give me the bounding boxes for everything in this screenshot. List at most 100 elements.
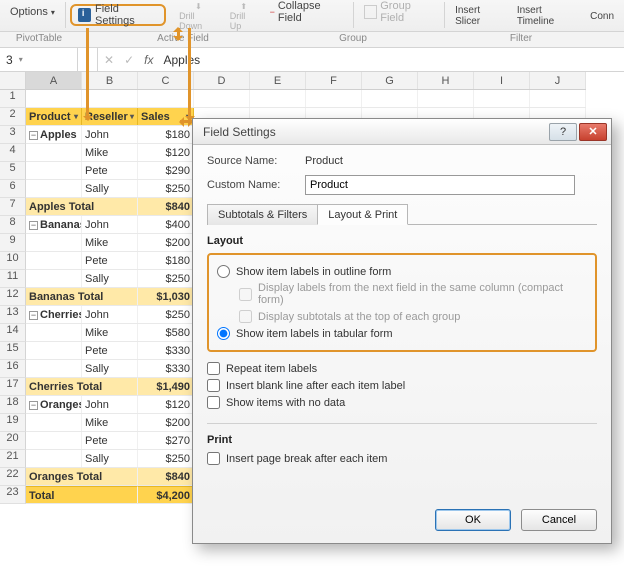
product-cell[interactable]	[26, 450, 82, 467]
sales-cell[interactable]: $120	[138, 396, 194, 413]
row-header[interactable]: 10	[0, 252, 26, 270]
reseller-cell[interactable]: Mike	[82, 234, 138, 251]
collapse-field-button[interactable]: − Collapse Field	[264, 2, 349, 22]
row-header[interactable]: 11	[0, 270, 26, 288]
reseller-cell[interactable]: Sally	[82, 450, 138, 467]
row-header[interactable]: 8	[0, 216, 26, 234]
radio-tabular[interactable]	[217, 327, 230, 340]
row-header[interactable]: 9	[0, 234, 26, 252]
row-header[interactable]: 13	[0, 306, 26, 324]
col-header-G[interactable]: G	[362, 72, 418, 89]
col-header-D[interactable]: D	[194, 72, 250, 89]
opt-repeat[interactable]: Repeat item labels	[207, 362, 597, 375]
opt-blank[interactable]: Insert blank line after each item label	[207, 379, 597, 392]
reseller-cell[interactable]: Mike	[82, 324, 138, 341]
reseller-cell[interactable]: Sally	[82, 360, 138, 377]
reseller-cell[interactable]: Mike	[82, 144, 138, 161]
reseller-cell[interactable]: Pete	[82, 162, 138, 179]
col-header-J[interactable]: J	[530, 72, 586, 89]
sales-cell[interactable]: $580	[138, 324, 194, 341]
col-header-I[interactable]: I	[474, 72, 530, 89]
col-header-F[interactable]: F	[306, 72, 362, 89]
close-button[interactable]: ✕	[579, 123, 607, 141]
reseller-cell[interactable]: John	[82, 306, 138, 323]
sales-cell[interactable]: $250	[138, 306, 194, 323]
col-header-A[interactable]: A	[26, 72, 82, 89]
insert-slicer-button[interactable]: Insert Slicer	[449, 2, 511, 30]
row-header[interactable]: 15	[0, 342, 26, 360]
col-header-E[interactable]: E	[250, 72, 306, 89]
reseller-cell[interactable]: John	[82, 216, 138, 233]
reseller-cell[interactable]: John	[82, 396, 138, 413]
row-header[interactable]: 2	[0, 108, 26, 126]
product-cell[interactable]	[26, 324, 82, 341]
row-header[interactable]: 7	[0, 198, 26, 216]
field-settings-button[interactable]: Field Settings	[70, 4, 166, 26]
sales-cell[interactable]: $200	[138, 234, 194, 251]
collapse-icon[interactable]: −	[29, 131, 38, 140]
sales-cell[interactable]: $180	[138, 252, 194, 269]
col-header-B[interactable]: B	[82, 72, 138, 89]
collapse-icon[interactable]: −	[29, 311, 38, 320]
row-header[interactable]: 4	[0, 144, 26, 162]
tab-layout-print[interactable]: Layout & Print	[317, 204, 408, 225]
collapse-icon[interactable]: −	[29, 401, 38, 410]
reseller-cell[interactable]: Pete	[82, 432, 138, 449]
opt-pagebreak[interactable]: Insert page break after each item	[207, 452, 597, 465]
product-cell[interactable]	[26, 252, 82, 269]
sales-cell[interactable]: $400	[138, 216, 194, 233]
check-blank[interactable]	[207, 379, 220, 392]
product-cell[interactable]	[26, 162, 82, 179]
row-header[interactable]: 22	[0, 468, 26, 486]
row-header[interactable]: 20	[0, 432, 26, 450]
sales-cell[interactable]: $120	[138, 144, 194, 161]
row-header[interactable]: 3	[0, 126, 26, 144]
check-icon[interactable]: ✓	[124, 53, 134, 67]
cancel-icon[interactable]: ✕	[104, 53, 114, 67]
sales-cell[interactable]: $180	[138, 126, 194, 143]
row-header[interactable]: 6	[0, 180, 26, 198]
product-cell[interactable]: −Bananas	[26, 216, 82, 233]
row-header[interactable]: 1	[0, 90, 26, 108]
product-cell[interactable]: −Apples	[26, 126, 82, 143]
product-cell[interactable]	[26, 342, 82, 359]
row-header[interactable]: 19	[0, 414, 26, 432]
row-header[interactable]: 23	[0, 486, 26, 504]
opt-tabular[interactable]: Show item labels in tabular form	[217, 327, 587, 340]
opt-nodata[interactable]: Show items with no data	[207, 396, 597, 409]
product-cell[interactable]	[26, 234, 82, 251]
sales-cell[interactable]: $200	[138, 414, 194, 431]
product-cell[interactable]	[26, 414, 82, 431]
reseller-cell[interactable]: John	[82, 126, 138, 143]
row-header[interactable]: 14	[0, 324, 26, 342]
row-header[interactable]: 5	[0, 162, 26, 180]
row-header[interactable]: 12	[0, 288, 26, 306]
reseller-cell[interactable]: Mike	[82, 414, 138, 431]
sales-cell[interactable]: $250	[138, 450, 194, 467]
help-button[interactable]: ?	[549, 123, 577, 141]
insert-timeline-button[interactable]: Insert Timeline	[511, 2, 584, 30]
product-cell[interactable]	[26, 360, 82, 377]
tab-subtotals[interactable]: Subtotals & Filters	[207, 204, 318, 225]
product-cell[interactable]: −Oranges	[26, 396, 82, 413]
formula-value[interactable]: Apples	[163, 53, 200, 67]
row-header[interactable]: 18	[0, 396, 26, 414]
sales-cell[interactable]: $290	[138, 162, 194, 179]
cancel-button[interactable]: Cancel	[521, 509, 597, 531]
ok-button[interactable]: OK	[435, 509, 511, 531]
reseller-cell[interactable]: Sally	[82, 270, 138, 287]
radio-outline[interactable]	[217, 265, 230, 278]
row-header[interactable]: 17	[0, 378, 26, 396]
opt-outline[interactable]: Show item labels in outline form	[217, 265, 587, 278]
col-header-H[interactable]: H	[418, 72, 474, 89]
sales-cell[interactable]: $330	[138, 342, 194, 359]
sales-cell[interactable]: $250	[138, 270, 194, 287]
row-header[interactable]: 21	[0, 450, 26, 468]
sales-cell[interactable]: $270	[138, 432, 194, 449]
sales-cell[interactable]: $330	[138, 360, 194, 377]
reseller-cell[interactable]: Pete	[82, 342, 138, 359]
row-header[interactable]: 16	[0, 360, 26, 378]
check-repeat[interactable]	[207, 362, 220, 375]
conn-button[interactable]: Conn	[584, 2, 620, 30]
sales-cell[interactable]: $250	[138, 180, 194, 197]
